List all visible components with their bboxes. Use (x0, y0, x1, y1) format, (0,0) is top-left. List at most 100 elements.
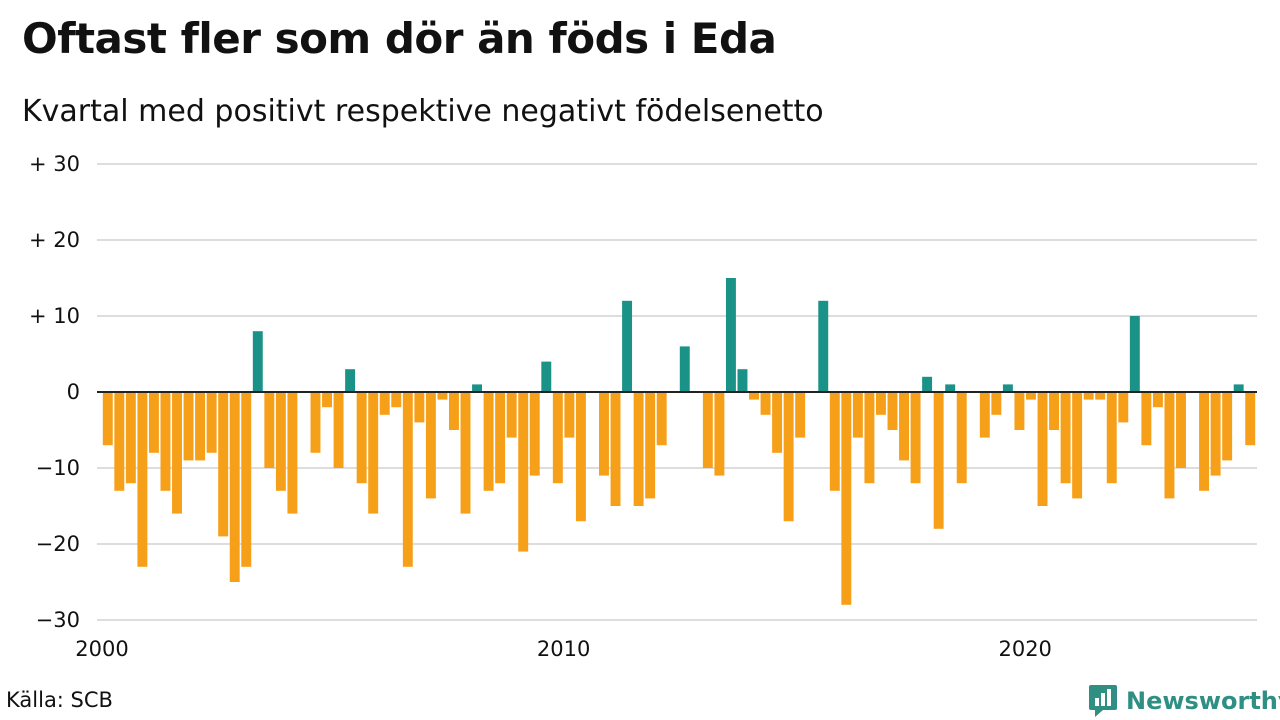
bar (864, 392, 875, 484)
x-tick-label: 2000 (75, 637, 128, 661)
bar (310, 392, 321, 453)
x-tick-label: 2010 (537, 637, 590, 661)
bar (148, 392, 159, 453)
bar (956, 392, 967, 484)
bar (656, 392, 667, 446)
bar (391, 392, 402, 408)
bar (1002, 384, 1013, 392)
bar (1176, 392, 1186, 468)
bar (333, 392, 344, 468)
y-tick-label: + 10 (29, 304, 80, 328)
bar (1095, 392, 1106, 400)
bar (564, 392, 575, 438)
bar (1060, 392, 1071, 484)
bar (483, 392, 494, 491)
bar (379, 392, 390, 415)
brand-name: Newsworthy (1126, 687, 1280, 715)
bar (172, 392, 182, 514)
bar (622, 300, 633, 392)
bar (645, 392, 656, 499)
bar (206, 392, 217, 453)
bar (749, 392, 759, 400)
bar (1210, 392, 1221, 476)
bar (679, 346, 690, 392)
bar (725, 278, 736, 392)
bar (160, 392, 171, 491)
bar (1222, 392, 1233, 461)
bar (414, 392, 425, 423)
bar (1129, 316, 1140, 392)
bar (102, 392, 113, 446)
bar (945, 384, 956, 392)
bar (241, 392, 252, 567)
bar (829, 392, 840, 491)
bar (1072, 392, 1083, 499)
bar (610, 392, 621, 506)
bar (518, 392, 529, 552)
brand: Newsworthy (1088, 682, 1280, 720)
y-tick-label: −20 (36, 532, 80, 556)
bar (402, 392, 413, 567)
bar (818, 300, 829, 392)
bar (841, 392, 852, 605)
bar (633, 392, 644, 506)
bar (714, 392, 725, 476)
bar (506, 392, 517, 438)
bar (218, 392, 229, 537)
bar (979, 392, 990, 438)
bar (1164, 392, 1175, 499)
bar (737, 369, 748, 392)
bar (460, 392, 471, 514)
bar (449, 392, 459, 430)
y-tick-label: + 30 (29, 152, 80, 176)
bar (760, 392, 771, 415)
bar (552, 392, 563, 484)
bar (1049, 392, 1060, 430)
bar (114, 392, 125, 491)
y-tick-label: −10 (36, 456, 80, 480)
bar (899, 392, 909, 461)
bar (933, 392, 944, 529)
bar (472, 384, 483, 392)
bar (368, 392, 379, 514)
bar (991, 392, 1002, 415)
bar (1037, 392, 1048, 506)
bar (1233, 384, 1244, 392)
bar (887, 392, 898, 430)
bar (183, 392, 194, 461)
newsworthy-logo-icon (1089, 685, 1117, 717)
bar (356, 392, 367, 484)
bar-chart: + 30 + 20 + 10 0 −10 −20 −30 2000 2010 2020 (29, 152, 1257, 661)
y-tick-label: 0 (67, 380, 80, 404)
bar (495, 392, 506, 484)
bar (783, 392, 794, 522)
bar (195, 392, 206, 461)
bar (529, 392, 540, 476)
bar (1152, 392, 1163, 408)
bar (252, 331, 263, 392)
bar (875, 392, 886, 415)
bar (345, 369, 356, 392)
bar (795, 392, 806, 438)
bar (437, 392, 448, 400)
bar (575, 392, 586, 522)
bar (1118, 392, 1129, 423)
bar (137, 392, 148, 567)
source-note: Källa: SCB (6, 688, 113, 712)
bar (229, 392, 240, 582)
bar (541, 361, 552, 392)
bar (264, 392, 275, 468)
y-tick-labels: + 30 + 20 + 10 0 −10 −20 −30 (29, 152, 80, 632)
bar (1199, 392, 1210, 491)
x-tick-labels: 2000 2010 2020 (75, 637, 1052, 661)
y-tick-label: + 20 (29, 228, 80, 252)
chart-title: Oftast fler som dör än föds i Eda (22, 14, 777, 63)
bar (1141, 392, 1152, 446)
bar (702, 392, 713, 468)
bar (125, 392, 136, 484)
bar (1014, 392, 1025, 430)
y-tick-label: −30 (36, 608, 80, 632)
bar (852, 392, 863, 438)
bar (287, 392, 298, 514)
bar (1083, 392, 1094, 400)
